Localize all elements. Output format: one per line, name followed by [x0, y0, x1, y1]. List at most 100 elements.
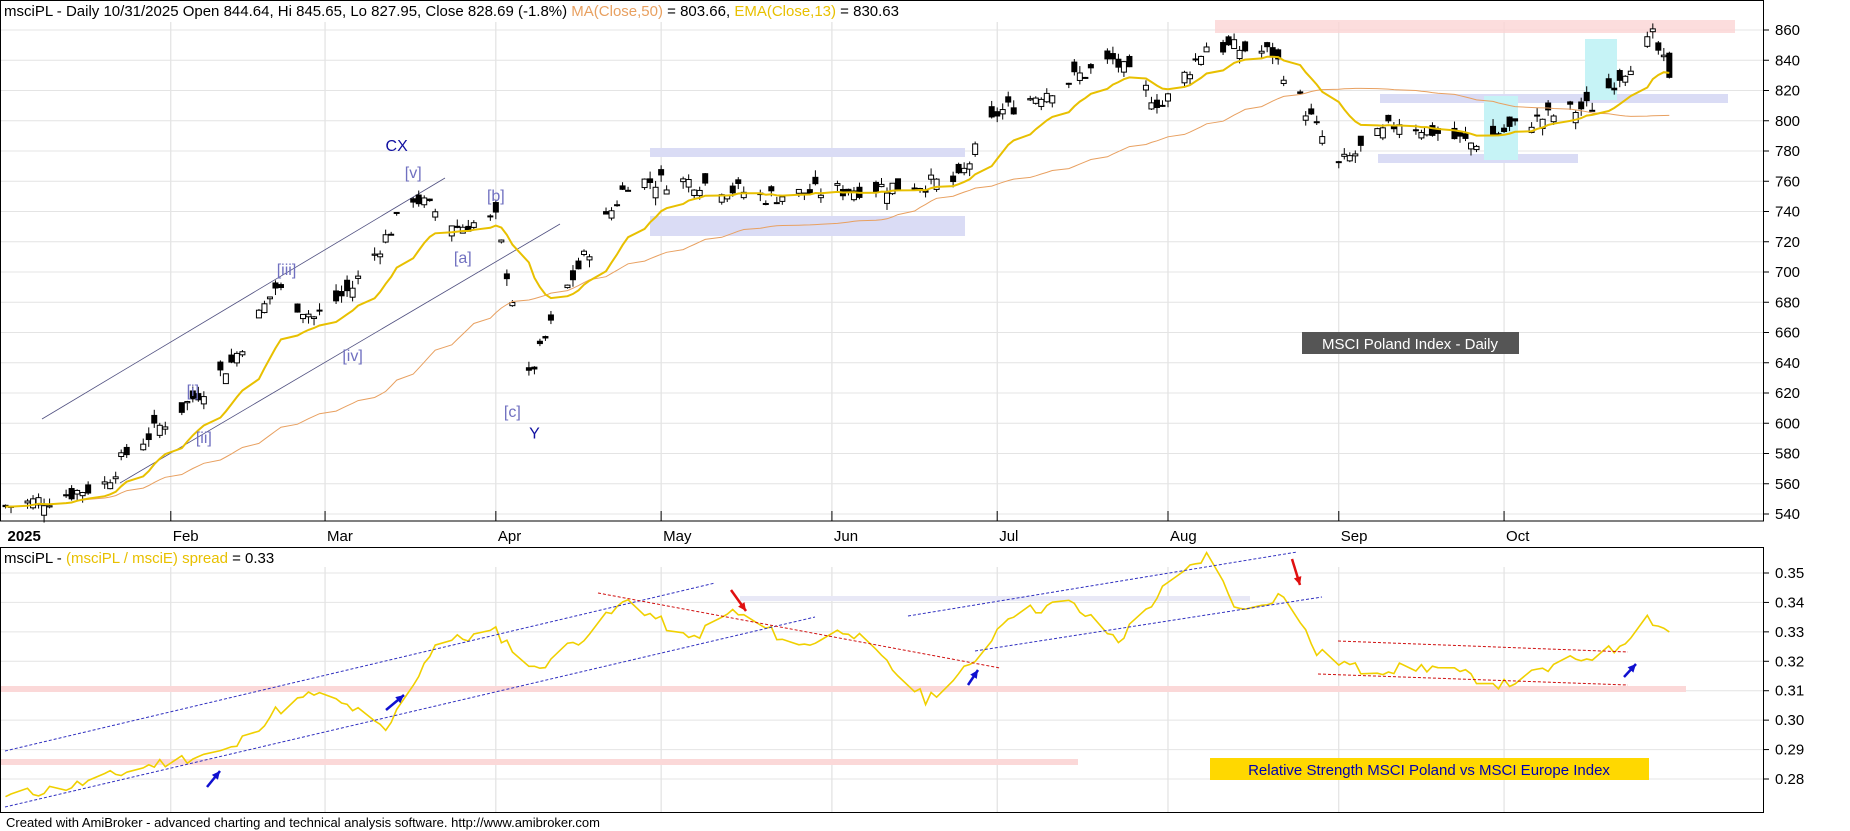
- candle-body: [1164, 93, 1171, 102]
- candle-body: [277, 284, 284, 289]
- candle-body: [1341, 153, 1348, 157]
- candle-body: [531, 366, 538, 370]
- x-tick-label: 2025: [8, 528, 41, 545]
- candle-body: [123, 446, 130, 456]
- price-y-tick-label: 820: [1775, 83, 1800, 100]
- candle-body: [950, 175, 957, 183]
- candle-body: [680, 178, 687, 183]
- candle-body: [1198, 55, 1205, 65]
- candle-body: [895, 178, 902, 190]
- candle-body: [614, 204, 621, 207]
- candle-body: [1203, 46, 1210, 53]
- spread-channel-top: [907, 551, 1298, 617]
- candle-body: [46, 505, 53, 508]
- candle-body: [503, 273, 510, 280]
- candle-body: [1655, 42, 1662, 51]
- candle-body: [547, 314, 554, 321]
- candle-body: [382, 234, 389, 243]
- spread-title-badge: [1210, 758, 1649, 780]
- candle-body: [779, 196, 786, 202]
- candle-body: [542, 336, 549, 339]
- wave-label: [i]: [187, 383, 199, 400]
- price-y-tick-label: 580: [1775, 446, 1800, 463]
- spread-channel-bottom: [4, 616, 816, 808]
- x-tick-label: Apr: [498, 528, 521, 545]
- candle-body: [1082, 76, 1089, 79]
- lower-header: msciPL - (msciPL / msciE) spread = 0.33: [4, 550, 274, 567]
- price-y-tick-label: 660: [1775, 325, 1800, 342]
- candle-body: [1258, 50, 1265, 54]
- candle-body: [1269, 47, 1276, 58]
- candle-body: [498, 239, 505, 243]
- candle-body: [999, 109, 1006, 115]
- spread-chart-title: Relative Strength MSCI Poland vs MSCI Eu…: [1248, 762, 1610, 779]
- candle-body: [74, 489, 81, 495]
- price-y-tick-label: 840: [1775, 52, 1800, 69]
- candle-body: [448, 225, 455, 237]
- candle-body: [333, 290, 340, 302]
- candle-body: [316, 309, 323, 312]
- candle-body: [762, 203, 769, 206]
- candle-body: [1313, 121, 1320, 124]
- candle-body: [426, 198, 433, 202]
- candle-body: [68, 488, 75, 500]
- ma50-value: = 803.66,: [663, 3, 734, 20]
- wave-label: [a]: [454, 250, 472, 267]
- candle-body: [1660, 54, 1667, 58]
- candle-body: [658, 169, 665, 176]
- upper-info: - Daily 10/31/2025 Open 844.64, Hi 845.6…: [53, 3, 572, 20]
- wave-label: [b]: [487, 188, 505, 205]
- candle-body: [1545, 102, 1552, 111]
- candle-body: [63, 494, 70, 497]
- candle-body: [1242, 41, 1249, 52]
- candle-body: [884, 192, 891, 204]
- spread-value: = 0.33: [228, 550, 274, 567]
- breakout-zone: [1484, 96, 1518, 160]
- candle-body: [1418, 132, 1425, 139]
- candle-body: [972, 143, 979, 155]
- lower-dash: -: [53, 550, 66, 567]
- candle-body: [1666, 52, 1673, 78]
- candle-body: [1385, 114, 1392, 122]
- price-y-tick-label: 860: [1775, 22, 1800, 39]
- arrow-head: [1293, 576, 1302, 585]
- candle-body: [432, 211, 439, 218]
- candle-body: [1335, 161, 1342, 164]
- spread-y-tick-label: 0.32: [1775, 653, 1804, 670]
- range-bottom-zone: [1378, 154, 1578, 163]
- candle-body: [1456, 131, 1463, 137]
- candle-body: [388, 233, 395, 236]
- wave-label: [iv]: [342, 348, 362, 365]
- candle-body: [156, 424, 163, 436]
- candle-body: [1412, 129, 1419, 132]
- candle-body: [107, 482, 114, 490]
- candle-body: [608, 210, 615, 219]
- candle-body: [338, 291, 345, 297]
- candle-body: [525, 367, 532, 371]
- candle-body: [1159, 104, 1166, 107]
- trend-channel-line: [119, 223, 561, 484]
- candle-body: [228, 354, 235, 363]
- candle-body: [1027, 98, 1034, 101]
- candle-body: [834, 183, 841, 186]
- candle-body: [492, 202, 499, 213]
- candle-body: [735, 179, 742, 184]
- candle-body: [1534, 114, 1541, 117]
- candle-body: [1109, 53, 1116, 60]
- price-plot: [i] [ii] [iii] [iv] [v] [a] [b] [c] CX Y: [2, 23, 1673, 523]
- spread-downtrend-line: [597, 592, 1001, 669]
- candle-body: [272, 282, 279, 289]
- candle-body: [1043, 92, 1050, 103]
- candle-body: [911, 187, 918, 190]
- price-y-tick-label: 800: [1775, 113, 1800, 130]
- candle-body: [24, 500, 31, 504]
- candle-body: [140, 443, 147, 451]
- candle-body: [1181, 71, 1188, 84]
- candle-body: [1616, 70, 1623, 81]
- candle-body: [1065, 82, 1072, 85]
- candle-body: [1120, 61, 1127, 73]
- candle-body: [1220, 42, 1227, 53]
- candle-body: [889, 182, 896, 195]
- arrow-head: [970, 670, 978, 679]
- price-y-tick-label: 680: [1775, 294, 1800, 311]
